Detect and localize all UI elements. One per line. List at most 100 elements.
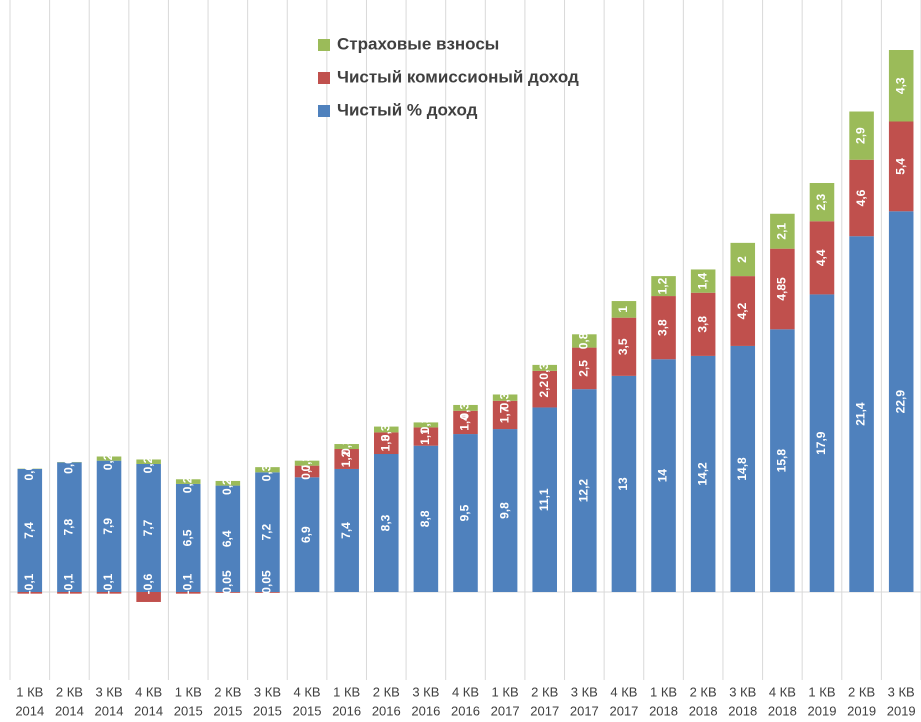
- bar-segment: [374, 454, 399, 592]
- bar-segment: [651, 276, 676, 297]
- value-label: 0,7: [299, 463, 313, 480]
- value-label: 7,4: [339, 522, 353, 539]
- bar-segment: [294, 460, 320, 466]
- bar-segment: [532, 364, 557, 371]
- value-label: -0,05: [220, 570, 234, 598]
- legend-swatch: [318, 72, 330, 84]
- x-tick-label: 2018: [728, 703, 757, 718]
- bar-segment: [651, 359, 676, 592]
- bar-segment: [849, 236, 874, 592]
- legend-label: Страховые взносы: [337, 34, 499, 53]
- value-label: -0,6: [141, 573, 155, 594]
- value-label: 1: [616, 306, 630, 313]
- value-label: 14,2: [695, 462, 709, 486]
- value-label: 2: [735, 256, 749, 263]
- bar-segment: [215, 485, 241, 592]
- bar-segment: [136, 463, 161, 592]
- x-tick-label: 2019: [808, 703, 837, 718]
- x-tick-label: 4 КВ: [135, 684, 162, 699]
- x-tick-label: 2015: [293, 703, 322, 718]
- bar-segment: [849, 111, 874, 160]
- value-label: 6,5: [180, 529, 194, 546]
- value-label: 1,4: [458, 414, 472, 431]
- value-label: 0,35: [378, 417, 392, 441]
- x-tick-label: 2 КВ: [373, 684, 400, 699]
- value-label: 1,2: [339, 450, 353, 467]
- bar-segment: [770, 213, 795, 249]
- value-label: 1,1: [418, 428, 432, 445]
- bar-segment: [453, 434, 478, 592]
- x-tick-label: 2014: [134, 703, 163, 718]
- bar-segment: [255, 472, 280, 592]
- x-tick-label: 2018: [768, 703, 797, 718]
- x-tick-label: 2015: [174, 703, 203, 718]
- bar-segment: [57, 462, 82, 592]
- value-label: 0,25: [101, 447, 115, 471]
- x-tick-label: 2 КВ: [214, 684, 241, 699]
- x-tick-label: 2018: [689, 703, 718, 718]
- bar-segment: [175, 483, 201, 592]
- legend-label: Чистый комиссионый доход: [337, 67, 579, 86]
- x-tick-label: 2 КВ: [848, 684, 875, 699]
- bar-segment: [730, 242, 756, 277]
- bar-segment: [572, 334, 597, 348]
- value-label: -0,1: [62, 573, 76, 594]
- value-label: 13: [616, 477, 630, 491]
- x-tick-label: 3 КВ: [888, 684, 915, 699]
- value-label: -0,05: [260, 570, 274, 598]
- bar-segment: [334, 468, 359, 592]
- bar-segment: [690, 355, 716, 592]
- value-label: 0,31: [260, 458, 274, 482]
- bar-segment: [413, 445, 439, 592]
- bar-segment: [334, 449, 359, 469]
- x-tick-label: 1 КВ: [808, 684, 835, 699]
- x-tick-label: 2015: [213, 703, 242, 718]
- value-label: 3,8: [695, 316, 709, 333]
- bar-segment: [532, 370, 557, 408]
- bar-segment: [690, 269, 716, 293]
- bar-segment: [255, 592, 280, 593]
- bar-segment: [532, 407, 557, 592]
- value-label: 14: [656, 469, 670, 483]
- x-tick-label: 2017: [609, 703, 638, 718]
- value-label: 15,8: [775, 449, 789, 473]
- bar-segment: [136, 459, 161, 464]
- bar-segment: [572, 347, 597, 390]
- x-tick-label: 2018: [649, 703, 678, 718]
- value-label: 4,3: [893, 77, 907, 94]
- legend-swatch: [318, 105, 330, 117]
- bar-segment: [809, 183, 835, 222]
- bar-segment: [651, 296, 676, 360]
- bar-segment: [413, 422, 439, 428]
- x-tick-label: 2017: [570, 703, 599, 718]
- bar-segment: [770, 248, 795, 330]
- value-label: 0,8: [576, 332, 590, 349]
- value-label: 8,3: [378, 514, 392, 531]
- bar-segment: [572, 389, 597, 592]
- bar-segment: [374, 432, 399, 455]
- bar-segment: [809, 294, 835, 592]
- x-tick-label: 2014: [55, 703, 84, 718]
- bar-segment: [730, 276, 756, 346]
- value-label: 7,7: [141, 519, 155, 536]
- value-label: 4,4: [814, 249, 828, 266]
- bar-segment: [96, 456, 122, 461]
- bar-segment: [215, 592, 241, 593]
- bar-segment: [453, 410, 478, 435]
- x-tick-label: 2016: [332, 703, 361, 718]
- value-label: -0,1: [180, 573, 194, 594]
- value-label: 3,5: [616, 338, 630, 355]
- bar-segment: [294, 477, 320, 592]
- x-tick-label: 2019: [887, 703, 916, 718]
- x-tick-label: 3 КВ: [95, 684, 122, 699]
- value-label: 1,3: [378, 435, 392, 452]
- bar-segment: [17, 468, 43, 592]
- value-label: 0,3: [418, 416, 432, 433]
- bar-segment: [453, 404, 478, 411]
- value-label: 7,9: [101, 518, 115, 535]
- value-label: 0,02: [22, 457, 36, 481]
- value-label: 4,2: [735, 302, 749, 319]
- x-tick-label: 4 КВ: [769, 684, 796, 699]
- value-label: 2,9: [854, 127, 868, 144]
